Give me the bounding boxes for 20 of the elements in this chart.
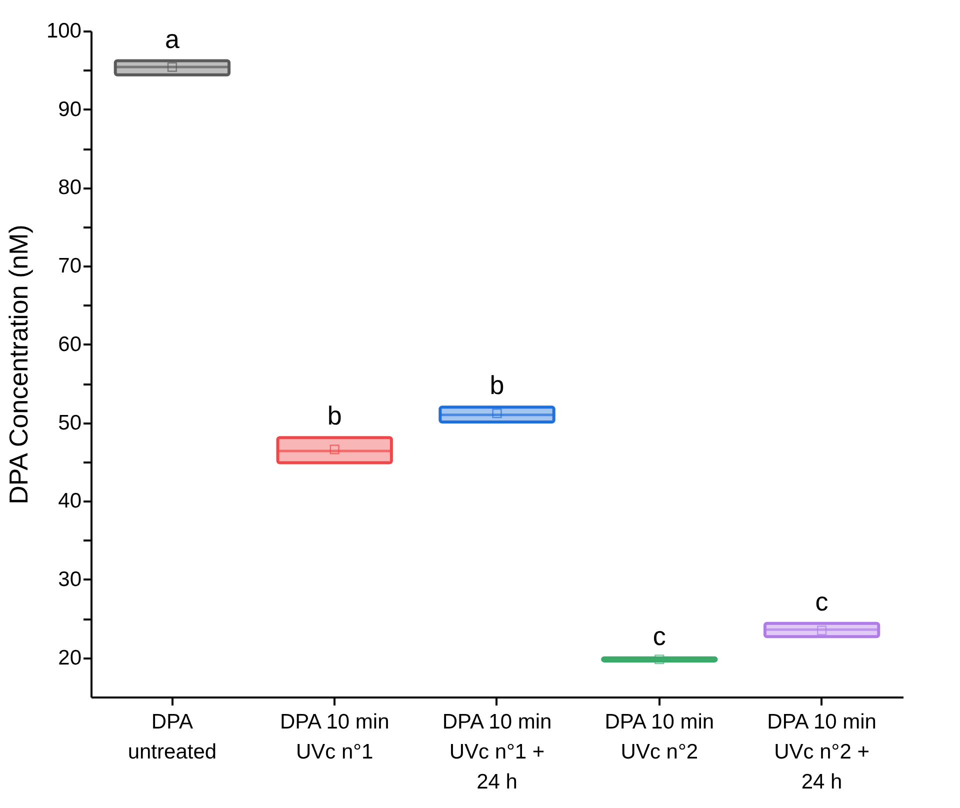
y-tick-label: 50 (58, 411, 82, 434)
x-tick-label: DPA 10 min UVc n°2 + 24 h (767, 710, 876, 794)
y-tick-label: 80 (58, 176, 82, 200)
y-tick-label: 30 (58, 568, 82, 591)
y-tick-label: 20 (58, 646, 82, 670)
y-tick-label: 100 (46, 20, 82, 42)
y-axis-title: DPA Concentration (nM) (3, 224, 34, 504)
y-tick-label: 90 (58, 98, 82, 121)
annotation: b (490, 370, 504, 400)
annotation: c (815, 586, 828, 616)
y-tick-label: 70 (58, 254, 82, 278)
y-tick-label: 60 (58, 332, 82, 356)
x-tick-label: DPA untreated (128, 710, 217, 764)
annotation: c (652, 620, 666, 651)
annotation: b (327, 400, 342, 431)
x-tick-label: DPA 10 min UVc n°2 (604, 710, 714, 764)
x-tick-label: DPA 10 min UVc n°1 + 24 h (442, 710, 552, 794)
x-tick-label: DPA 10 min UVc n°1 (280, 710, 390, 764)
annotation: a (164, 24, 180, 54)
y-tick-label: 40 (58, 490, 82, 513)
